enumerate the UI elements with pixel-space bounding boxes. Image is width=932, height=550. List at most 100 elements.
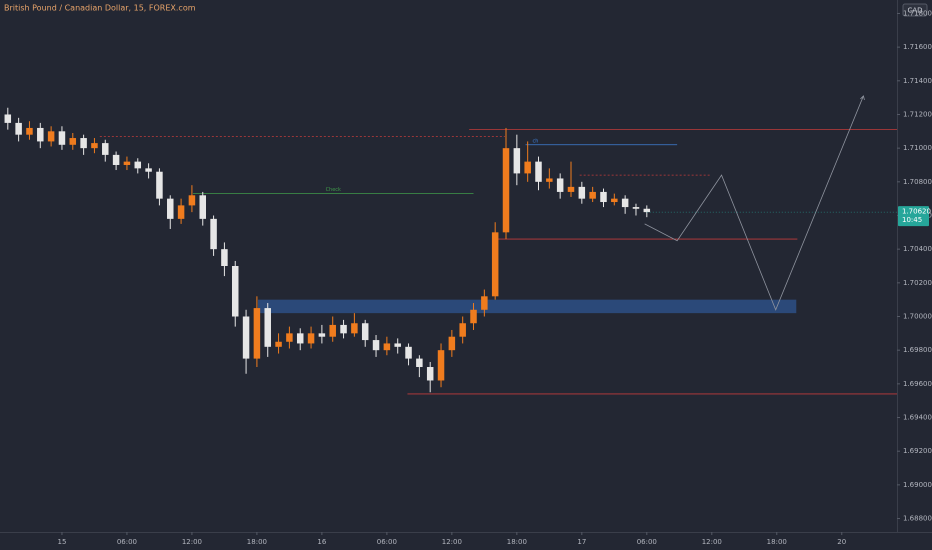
countdown: 10:45 xyxy=(902,216,922,224)
candle-body xyxy=(58,131,66,145)
candle-body xyxy=(513,148,521,174)
candle-body xyxy=(405,346,412,359)
x-tick-label: 16 xyxy=(317,538,326,546)
candle-body xyxy=(470,309,477,324)
demand-zone xyxy=(257,299,797,314)
candle-body xyxy=(481,296,488,310)
candle-body xyxy=(448,336,456,351)
candle-body xyxy=(80,138,87,149)
candle-body xyxy=(361,323,369,341)
y-tick-label: 1.69200 xyxy=(903,447,932,455)
chart-title: British Pound / Canadian Dollar, 15, FOR… xyxy=(4,4,196,13)
y-tick-label: 1.68800 xyxy=(903,515,932,523)
y-tick-label: 1.71600 xyxy=(903,43,932,51)
candle-body xyxy=(286,333,293,342)
x-tick-label: 15 xyxy=(57,538,66,546)
x-tick-label: 12:00 xyxy=(702,538,722,546)
y-tick-label: 1.70800 xyxy=(903,178,932,186)
y-tick-label: 1.71000 xyxy=(903,144,932,152)
x-tick-label: 12:00 xyxy=(442,538,462,546)
x-tick-label: 18:00 xyxy=(507,538,527,546)
candle-body xyxy=(491,232,499,297)
candle-body xyxy=(383,343,391,351)
y-tick-label: 1.71400 xyxy=(903,77,932,85)
y-tick-label: 1.69600 xyxy=(903,380,932,388)
last-price-label: 1.70620 xyxy=(902,208,931,216)
candle-body xyxy=(15,122,22,135)
y-tick-label: 1.70200 xyxy=(903,279,932,287)
y-tick-label: 1.69400 xyxy=(903,414,932,422)
candle-body xyxy=(632,207,640,209)
candle-body xyxy=(134,161,142,169)
candle-body xyxy=(329,324,336,337)
currency: CAD xyxy=(907,7,922,15)
candle-body xyxy=(177,205,185,219)
candle-body xyxy=(394,343,401,347)
x-tick-label: 17 xyxy=(577,538,586,546)
currency-box xyxy=(902,3,928,17)
candle-body xyxy=(535,161,542,182)
candle-body xyxy=(437,350,445,381)
y-tick-label: 1.70000 xyxy=(903,313,932,321)
candle-body xyxy=(145,168,152,172)
candle-body xyxy=(307,333,315,344)
y-tick-label: 1.69800 xyxy=(903,346,932,354)
candle-body xyxy=(26,127,33,135)
candle-body xyxy=(167,198,174,219)
x-tick-label: 18:00 xyxy=(247,538,267,546)
candle-body xyxy=(253,308,261,359)
last-price-box xyxy=(898,206,929,227)
candle-body xyxy=(221,249,228,266)
y-tick-label: 1.69000 xyxy=(903,481,932,489)
candle-body xyxy=(91,143,98,149)
candle-body xyxy=(210,218,217,250)
candle-body xyxy=(426,367,434,381)
candle-body xyxy=(4,114,12,123)
x-tick-label: 20 xyxy=(837,538,846,546)
candle-body xyxy=(69,138,77,145)
candle-body xyxy=(459,323,466,337)
candle-body xyxy=(264,308,271,347)
x-tick-label: 18:00 xyxy=(767,538,787,546)
candle-body xyxy=(546,178,553,182)
candle-body xyxy=(589,191,596,199)
candle-body xyxy=(643,208,651,213)
level-label: ch xyxy=(533,138,539,144)
candle-body xyxy=(188,195,196,206)
candle-body xyxy=(156,171,163,199)
x-tick-label: 12:00 xyxy=(182,538,202,546)
candle-body xyxy=(123,161,131,165)
level-label: Check xyxy=(326,187,341,193)
candle-body xyxy=(318,333,326,337)
candle-body xyxy=(524,161,531,174)
candle-body xyxy=(37,127,44,142)
candle-body xyxy=(47,131,55,142)
candle-body xyxy=(621,198,629,208)
candle-body xyxy=(372,340,380,351)
candle-body xyxy=(275,341,282,347)
candle-body xyxy=(556,178,564,192)
candle-body xyxy=(578,186,586,199)
x-tick-label: 06:00 xyxy=(637,538,657,546)
y-tick-label: 1.71200 xyxy=(903,110,932,118)
candle-body xyxy=(502,148,510,233)
y-tick-label: 1.71800 xyxy=(903,9,932,17)
candle-body xyxy=(199,195,207,219)
candle-body xyxy=(416,358,423,368)
projection-path xyxy=(644,95,864,311)
candle-body xyxy=(242,316,250,359)
candle-body xyxy=(340,324,347,334)
projection-arrow xyxy=(860,95,865,101)
candle-body xyxy=(567,186,575,192)
candle-body xyxy=(351,323,358,334)
candle-body xyxy=(600,191,607,203)
candle-body xyxy=(296,333,304,344)
candle-body xyxy=(611,198,618,203)
candle-body xyxy=(112,154,120,165)
x-tick-label: 06:00 xyxy=(377,538,397,546)
candle-body xyxy=(102,143,109,155)
candle-body xyxy=(231,266,239,317)
x-tick-label: 06:00 xyxy=(117,538,137,546)
